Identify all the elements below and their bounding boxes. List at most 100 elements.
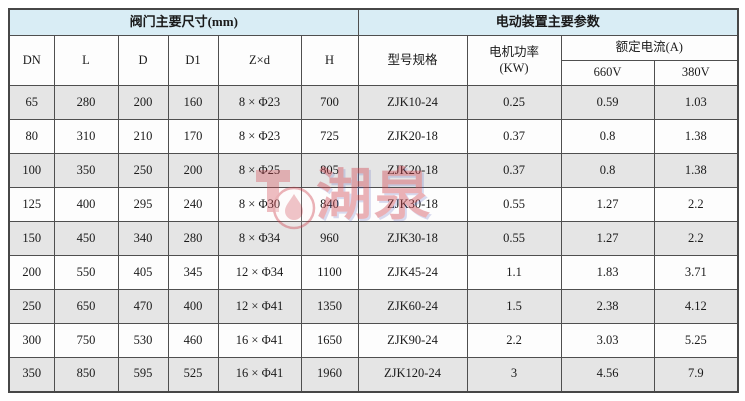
cell-660v: 4.56 xyxy=(560,357,655,392)
cell-d: 210 xyxy=(117,119,169,154)
cell-660v: 1.27 xyxy=(560,221,655,256)
cell-d1: 280 xyxy=(167,221,219,256)
cell-660v: 0.8 xyxy=(560,153,655,188)
cell-d1: 345 xyxy=(167,255,219,290)
table-row: 250 650 470 400 12 × Φ41 1350 ZJK60-24 1… xyxy=(8,289,739,324)
table-row: 350 850 595 525 16 × Φ41 1960 ZJK120-24 … xyxy=(8,357,739,392)
cell-model: ZJK45-24 xyxy=(357,255,468,290)
cell-h: 840 xyxy=(300,187,359,222)
cell-zxd: 8 × Φ23 xyxy=(217,85,302,120)
cell-power: 2.2 xyxy=(466,323,562,358)
cell-power: 0.55 xyxy=(466,187,562,222)
cell-l: 280 xyxy=(53,85,119,120)
section-header-valve-dimensions: 阀门主要尺寸(mm) xyxy=(8,8,359,36)
motor-power-line2: (KW) xyxy=(499,60,529,75)
table-row: 125 400 295 240 8 × Φ30 840 ZJK30-18 0.5… xyxy=(8,187,739,222)
column-header-row: DN L D D1 Z×d H 型号规格 电机功率 (KW) 额定电流(A) xyxy=(8,35,739,86)
cell-d1: 525 xyxy=(167,357,219,392)
table-row: 65 280 200 160 8 × Φ23 700 ZJK10-24 0.25… xyxy=(8,85,739,120)
cell-dn: 300 xyxy=(8,323,55,358)
cell-model: ZJK20-18 xyxy=(357,119,468,154)
cell-h: 1100 xyxy=(300,255,359,290)
cell-380v: 4.12 xyxy=(653,289,739,324)
cell-d: 295 xyxy=(117,187,169,222)
cell-power: 3 xyxy=(466,357,562,392)
cell-l: 750 xyxy=(53,323,119,358)
col-header-motor-power: 电机功率 (KW) xyxy=(466,35,562,86)
cell-h: 700 xyxy=(300,85,359,120)
cell-d: 200 xyxy=(117,85,169,120)
cell-660v: 3.03 xyxy=(560,323,655,358)
cell-380v: 7.9 xyxy=(653,357,739,392)
table-row: 200 550 405 345 12 × Φ34 1100 ZJK45-24 1… xyxy=(8,255,739,290)
motor-power-line1: 电机功率 xyxy=(489,44,540,59)
cell-d1: 400 xyxy=(167,289,219,324)
col-header-d: D xyxy=(117,35,169,86)
cell-d1: 200 xyxy=(167,153,219,188)
voltage-header-row: 660V 380V xyxy=(9,60,739,86)
cell-d: 530 xyxy=(117,323,169,358)
cell-d: 470 xyxy=(117,289,169,324)
valve-spec-table: 阀门主要尺寸(mm) 电动装置主要参数 DN L D D1 Z×d H 型号规格… xyxy=(8,8,740,393)
cell-380v: 1.03 xyxy=(653,85,739,120)
cell-380v: 2.2 xyxy=(653,187,739,222)
cell-d: 250 xyxy=(117,153,169,188)
cell-660v: 1.27 xyxy=(560,187,655,222)
cell-660v: 1.83 xyxy=(560,255,655,290)
col-header-660v: 660V xyxy=(560,60,655,86)
cell-dn: 200 xyxy=(8,255,55,290)
cell-d: 405 xyxy=(117,255,169,290)
cell-d1: 160 xyxy=(167,85,219,120)
cell-power: 0.25 xyxy=(466,85,562,120)
col-header-zxd: Z×d xyxy=(217,35,302,86)
cell-660v: 0.8 xyxy=(560,119,655,154)
cell-d1: 170 xyxy=(167,119,219,154)
col-header-rated-current: 额定电流(A) xyxy=(560,35,739,61)
cell-h: 1350 xyxy=(300,289,359,324)
cell-660v: 2.38 xyxy=(560,289,655,324)
cell-380v: 1.38 xyxy=(653,119,739,154)
cell-l: 650 xyxy=(53,289,119,324)
section-header-row: 阀门主要尺寸(mm) 电动装置主要参数 xyxy=(8,8,739,36)
cell-dn: 80 xyxy=(8,119,55,154)
cell-dn: 350 xyxy=(8,357,55,392)
section-header-electric-params: 电动装置主要参数 xyxy=(357,8,739,36)
cell-power: 1.5 xyxy=(466,289,562,324)
col-header-h: H xyxy=(300,35,359,86)
cell-l: 310 xyxy=(53,119,119,154)
cell-l: 450 xyxy=(53,221,119,256)
cell-zxd: 16 × Φ41 xyxy=(217,357,302,392)
cell-d: 340 xyxy=(117,221,169,256)
cell-power: 0.37 xyxy=(466,153,562,188)
cell-zxd: 16 × Φ41 xyxy=(217,323,302,358)
cell-model: ZJK90-24 xyxy=(357,323,468,358)
cell-h: 960 xyxy=(300,221,359,256)
cell-380v: 2.2 xyxy=(653,221,739,256)
col-header-380v: 380V xyxy=(653,60,739,86)
cell-zxd: 8 × Φ30 xyxy=(217,187,302,222)
cell-l: 400 xyxy=(53,187,119,222)
cell-model: ZJK30-18 xyxy=(357,187,468,222)
cell-model: ZJK30-18 xyxy=(357,221,468,256)
table-row: 100 350 250 200 8 × Φ25 805 ZJK20-18 0.3… xyxy=(8,153,739,188)
cell-dn: 125 xyxy=(8,187,55,222)
cell-h: 1650 xyxy=(300,323,359,358)
cell-dn: 100 xyxy=(8,153,55,188)
cell-model: ZJK120-24 xyxy=(357,357,468,392)
col-header-model: 型号规格 xyxy=(357,35,468,86)
cell-dn: 150 xyxy=(8,221,55,256)
cell-l: 850 xyxy=(53,357,119,392)
cell-660v: 0.59 xyxy=(560,85,655,120)
cell-l: 350 xyxy=(53,153,119,188)
cell-zxd: 8 × Φ25 xyxy=(217,153,302,188)
col-header-l: L xyxy=(53,35,119,86)
cell-l: 550 xyxy=(53,255,119,290)
cell-h: 805 xyxy=(300,153,359,188)
cell-380v: 1.38 xyxy=(653,153,739,188)
col-header-dn: DN xyxy=(8,35,55,86)
cell-model: ZJK60-24 xyxy=(357,289,468,324)
cell-h: 1960 xyxy=(300,357,359,392)
cell-zxd: 8 × Φ34 xyxy=(217,221,302,256)
cell-power: 1.1 xyxy=(466,255,562,290)
cell-380v: 5.25 xyxy=(653,323,739,358)
